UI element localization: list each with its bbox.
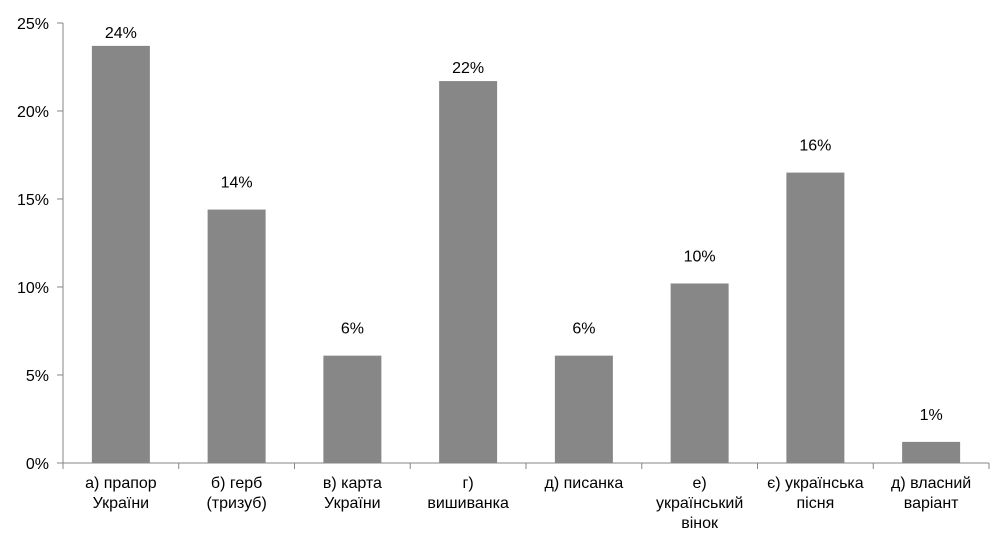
bar [439,81,498,463]
y-tick-label: 25% [17,16,49,33]
bar [554,355,613,463]
data-label: 1% [920,407,943,424]
x-tick-label-line: є) українська [767,475,864,492]
bar [207,209,266,463]
x-tick-label: е) український вінок [656,475,743,532]
x-tick-label-line: варіант [904,495,959,512]
y-tick-label: 20% [17,104,49,121]
bar [323,355,382,463]
x-tick-label: д) писанка [545,475,624,492]
y-tick-label: 0% [26,456,49,473]
data-label: 16% [799,138,831,155]
x-tick-label-line: г) [463,475,474,492]
x-tick-label-line: б) герб [211,475,262,492]
x-tick-label-line: (тризуб) [206,495,266,512]
x-tick-label: б) герб (тризуб) [206,475,266,512]
x-tick-label-line: вінок [681,515,719,532]
data-labels: 24% 14% 6% 22% 6% 10% 16% 1% [105,25,943,424]
x-tick-label: є) українська пісня [767,475,864,512]
y-tick-label: 10% [17,280,49,297]
x-tick-label-line: е) [693,475,707,492]
y-axis: 0% 5% 10% 15% 20% 25% [17,16,64,473]
x-tick-label-line: України [93,495,149,512]
x-tick-label: а) прапор України [85,475,157,512]
x-tick-label: г) вишиванка [427,475,509,512]
x-tick-label: д) власний варіант [891,475,971,512]
data-label: 14% [221,175,253,192]
bar [670,283,729,463]
x-tick-label-line: український [656,495,743,512]
y-tick-label: 15% [17,192,49,209]
x-tick-label-line: України [324,495,380,512]
y-tick-label: 5% [26,368,49,385]
data-label: 6% [341,321,364,338]
bar [902,441,961,463]
data-label: 10% [684,248,716,265]
data-label: 24% [105,25,137,42]
x-tick-label-line: вишиванка [427,495,509,512]
bar [786,172,845,463]
x-tick-label-line: д) писанка [545,475,624,492]
bar [91,45,150,463]
x-axis: а) прапор України б) герб (тризуб) в) карта У… [62,462,990,532]
data-label: 22% [452,60,484,77]
bars [91,45,961,463]
x-tick-label-line: д) власний [891,475,971,492]
x-tick-label-line: а) прапор [85,475,157,492]
x-tick-label-line: пісня [797,495,835,512]
x-tick-label: в) карта України [323,475,382,512]
data-label: 6% [572,321,595,338]
x-tick-label-line: в) карта [323,475,382,492]
